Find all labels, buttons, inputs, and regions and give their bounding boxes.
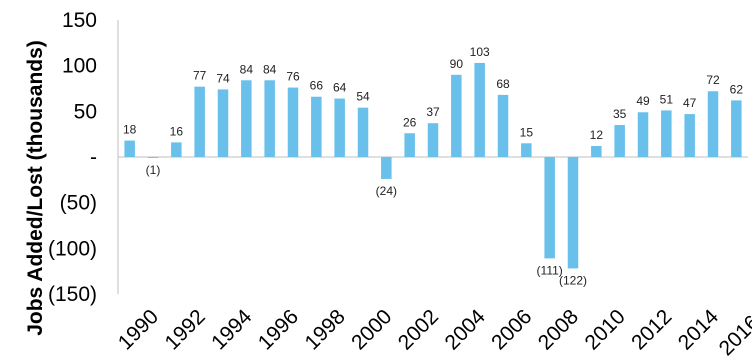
y-tick-label: 100 [62,55,97,78]
bar-1999 [334,98,345,157]
bar-2015 [707,91,719,157]
x-tick-label: 2016* [715,305,752,360]
data-label-1991: (1) [146,163,161,177]
bar-2014 [684,114,695,157]
bar-1995 [241,80,252,157]
y-tick-label: - [90,146,97,169]
data-label-1997: 76 [286,70,300,84]
bar-1990 [124,140,135,157]
x-tick-label: 2014 [674,305,724,355]
data-label-1995: 84 [240,62,254,76]
data-label-2013: 51 [660,92,674,106]
data-label-1999: 64 [333,81,347,95]
bar-2000 [357,107,369,157]
y-tick-label: (150) [48,283,97,306]
bar-1993 [194,86,205,157]
data-label-2014: 47 [683,96,697,110]
x-tick-label: 2006 [487,305,536,354]
data-label-1998: 66 [310,79,324,93]
bar-1991 [147,157,159,158]
x-tick-label: 1994 [207,305,257,355]
data-label-1993: 77 [193,69,207,83]
x-tick-labels: 1990199219941996199820002002200420062008… [114,305,752,360]
data-label-2009: (122) [559,273,587,287]
data-label-1992: 16 [170,124,184,138]
data-label-1990: 18 [123,123,137,137]
data-label-2010: 12 [590,128,604,142]
x-tick-label: 2008 [534,305,583,354]
bar-2016* [731,100,742,157]
x-tick-label: 2012 [627,305,676,354]
bar-2009 [567,157,579,269]
data-label-1996: 84 [263,62,277,76]
x-tick-label: 1998 [300,305,349,354]
data-label-2000: 54 [356,90,370,104]
y-tick-label: 50 [74,100,97,123]
data-label-2015: 72 [706,73,720,87]
bar-2008 [544,157,555,259]
data-label-2012: 49 [636,94,650,108]
bar-1998 [311,96,322,157]
data-label-2002: 26 [403,115,417,129]
data-label-2008: (111) [537,263,563,277]
x-tick-label: 2004 [440,305,490,355]
bar-1997 [287,87,299,157]
y-tick-label: (100) [48,237,97,260]
bar-2006 [497,94,509,157]
bar-2011 [614,125,625,157]
bar-2007 [521,143,532,157]
x-tick-label: 1996 [254,305,303,354]
y-axis-label: Jobs Added/Lost (thousands) [24,40,47,336]
bar-2005 [474,62,485,157]
data-label-2016*: 62 [730,82,744,96]
data-label-2005: 103 [470,45,490,59]
bar-2001 [381,157,392,179]
data-label-2003: 37 [426,105,440,119]
bar-2003 [427,123,439,157]
bar-1996 [264,80,275,157]
data-labels: 18 (1) 16 77 74 84 84 76 66 64 54 (24) 26 37 90 103 68 15… [123,45,743,288]
bar-2010 [591,146,602,157]
x-tick-label: 2000 [347,305,396,354]
data-label-2006: 68 [496,77,510,91]
data-label-2007: 15 [520,125,534,139]
y-tick-labels: 150 100 50 - (50) (100) (150) [48,9,97,306]
data-label-1994: 74 [216,71,230,85]
bar-2013 [661,110,672,157]
bar-2012 [637,112,649,157]
x-tick-label: 1992 [160,305,209,354]
data-label-2001: (24) [376,184,397,198]
bar-1992 [171,142,182,157]
bar-2004 [451,74,462,157]
data-label-2004: 90 [450,57,464,71]
y-tick-label: (50) [60,192,97,215]
bar-1994 [217,89,229,157]
bars [124,62,742,269]
bar-2002 [404,133,415,157]
x-tick-label: 2002 [394,305,443,354]
y-tick-label: 150 [62,9,97,32]
data-label-2011: 35 [613,107,627,121]
x-tick-label: 1990 [114,305,163,354]
x-tick-label: 2010 [580,305,629,354]
